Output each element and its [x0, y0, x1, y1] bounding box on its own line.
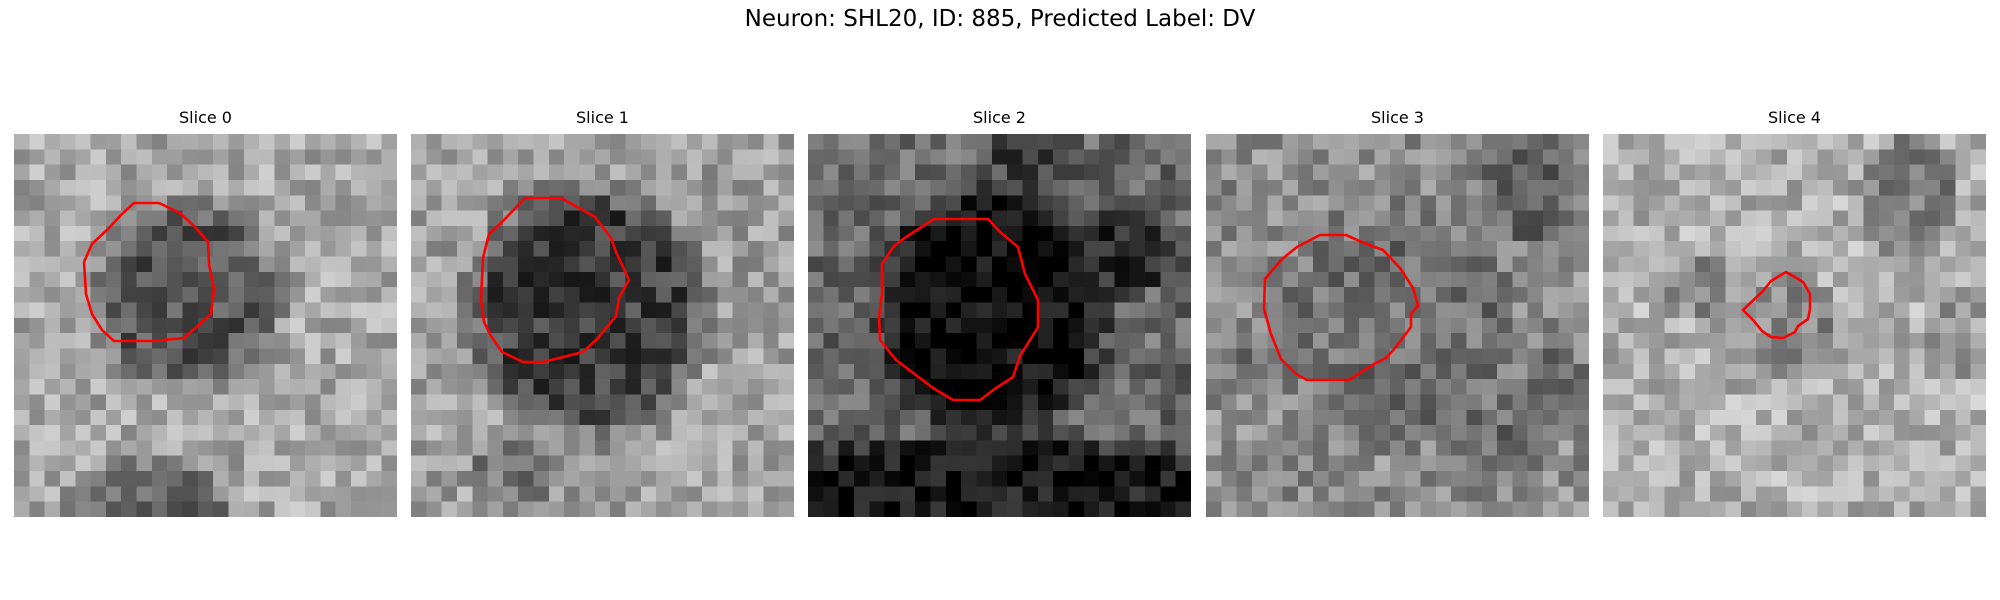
slice-3-title: Slice 3 [1371, 108, 1424, 127]
slice-0-image [14, 134, 397, 517]
figure-title: Neuron: SHL20, ID: 885, Predicted Label:… [744, 6, 1256, 32]
slice-4-image [1603, 134, 1986, 517]
slice-pixel-grid [1206, 134, 1589, 517]
slice-4-title: Slice 4 [1768, 108, 1821, 127]
slice-0-title: Slice 0 [179, 108, 232, 127]
neuron-contour [877, 217, 1040, 402]
slice-pixel-grid [1603, 134, 1986, 517]
neuron-contour [1262, 233, 1420, 382]
slice-1-image [411, 134, 794, 517]
slice-1-title: Slice 1 [576, 108, 629, 127]
slice-3-image [1206, 134, 1589, 517]
neuron-contour [479, 196, 631, 364]
slice-pixel-grid [808, 134, 1191, 517]
neuron-contour [82, 201, 216, 343]
neuron-contour [1741, 270, 1812, 340]
slice-pixel-grid [411, 134, 794, 517]
slice-pixel-grid [14, 134, 397, 517]
slice-2-title: Slice 2 [973, 108, 1026, 127]
slice-2-image [808, 134, 1191, 517]
